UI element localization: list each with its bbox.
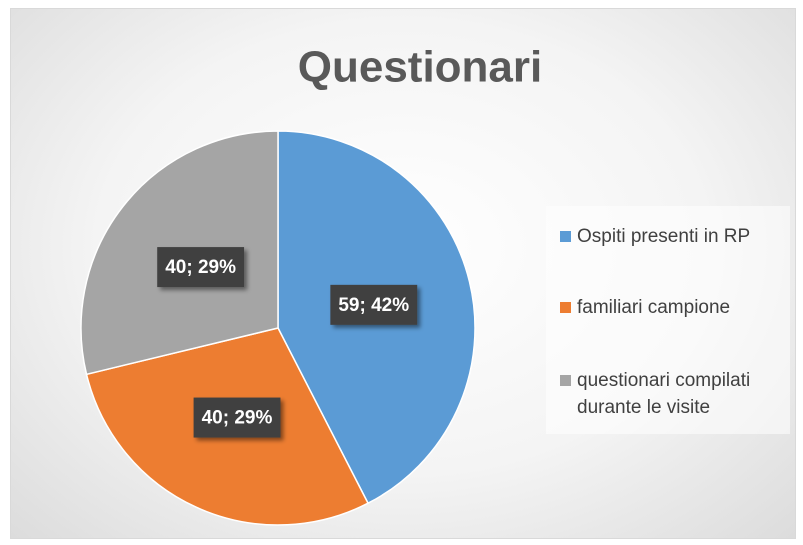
data-label: 40; 29% (193, 397, 281, 438)
legend-label: Ospiti presenti in RP (577, 226, 751, 247)
legend-entry: familiari campione (560, 294, 786, 321)
legend-swatch (560, 375, 571, 386)
data-label: 59; 42% (330, 284, 418, 325)
data-label-box (193, 397, 281, 438)
legend-label: questionari compilati durante le visite (577, 370, 751, 418)
data-label-box (330, 284, 418, 325)
legend-swatch (560, 302, 571, 313)
legend-entry: questionari compilati durante le visite (560, 367, 786, 421)
legend-label: familiari campione (577, 297, 731, 318)
legend-swatch (560, 231, 571, 242)
data-label-text: 40; 29% (202, 408, 273, 429)
data-label: 40; 29% (157, 247, 245, 288)
chart-title: Questionari (298, 43, 543, 92)
data-label-text: 59; 42% (338, 295, 409, 316)
data-label-box (157, 247, 245, 288)
legend-entry: Ospiti presenti in RP (560, 223, 786, 250)
data-label-text: 40; 29% (165, 257, 236, 278)
legend: Ospiti presenti in RP familiari campione q… (546, 206, 790, 434)
